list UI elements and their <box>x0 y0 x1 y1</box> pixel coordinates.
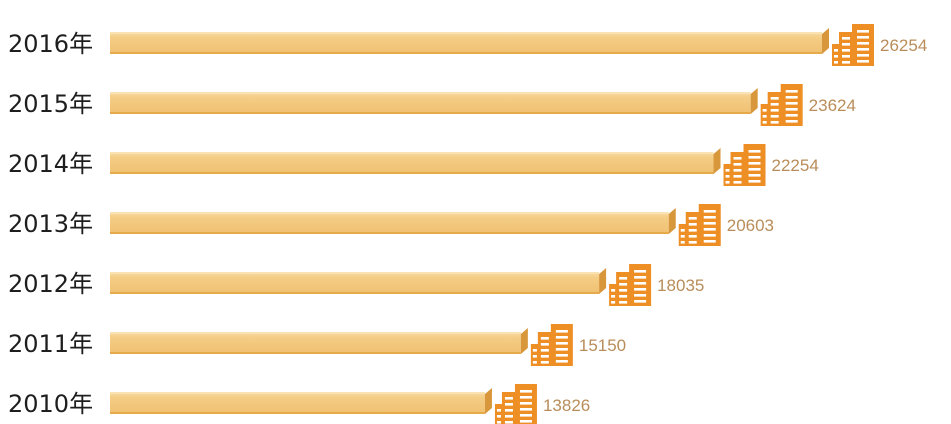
bar-side <box>713 148 721 174</box>
value-label: 23624 <box>809 96 856 115</box>
bar <box>110 152 714 174</box>
bar-side <box>750 88 758 114</box>
bar-side <box>668 208 676 234</box>
bar <box>110 392 485 414</box>
bar-top-edge <box>110 332 521 334</box>
bar-bottom-edge <box>110 172 714 174</box>
value-label: 20603 <box>727 216 774 235</box>
building-icon <box>678 204 721 246</box>
bar-row: 2013年 20603 <box>8 204 774 246</box>
bar-row: 2015年 23624 <box>8 84 856 126</box>
category-label: 2015年 <box>8 90 93 118</box>
bar-bottom-edge <box>110 412 485 414</box>
value-label: 13826 <box>543 396 590 415</box>
bar-row: 2011年 15150 <box>8 324 626 366</box>
category-label: 2012年 <box>8 270 93 298</box>
bar <box>110 272 600 294</box>
category-label: 2016年 <box>8 30 93 58</box>
value-label: 22254 <box>772 156 819 175</box>
category-label: 2014年 <box>8 150 93 178</box>
building-icon <box>723 144 766 186</box>
bar-row: 2016年 26254 <box>8 24 927 66</box>
bar <box>110 212 669 234</box>
category-label: 2013年 <box>8 210 93 238</box>
building-icon <box>609 264 652 306</box>
building-icon <box>494 384 537 424</box>
bar <box>110 32 822 54</box>
bar-bottom-edge <box>110 352 521 354</box>
bar-bottom-edge <box>110 112 751 114</box>
building-icon <box>832 24 874 66</box>
bar-side <box>484 388 492 414</box>
bar-side <box>822 28 829 54</box>
building-icon <box>530 324 573 366</box>
bar <box>110 92 751 114</box>
bar-top-edge <box>110 152 714 154</box>
bar-bottom-edge <box>110 52 822 54</box>
bar-row: 2014年 22254 <box>8 144 819 186</box>
bar-row: 2012年 18035 <box>8 264 704 306</box>
bar-top-edge <box>110 32 822 34</box>
value-label: 15150 <box>579 336 626 355</box>
category-label: 2010年 <box>8 390 93 418</box>
bar-bottom-edge <box>110 292 600 294</box>
bar-row: 2010年 13826 <box>8 384 590 424</box>
bar-bottom-edge <box>110 232 669 234</box>
category-label: 2011年 <box>8 330 93 358</box>
bar-top-edge <box>110 92 751 94</box>
bar-top-edge <box>110 212 669 214</box>
building-icon <box>760 84 803 126</box>
bar-top-edge <box>110 272 600 274</box>
value-label: 18035 <box>657 276 704 295</box>
bar-top-edge <box>110 392 485 394</box>
bar-side <box>520 328 528 354</box>
bar <box>110 332 521 354</box>
bar-side <box>599 268 607 294</box>
value-label: 26254 <box>880 36 927 55</box>
